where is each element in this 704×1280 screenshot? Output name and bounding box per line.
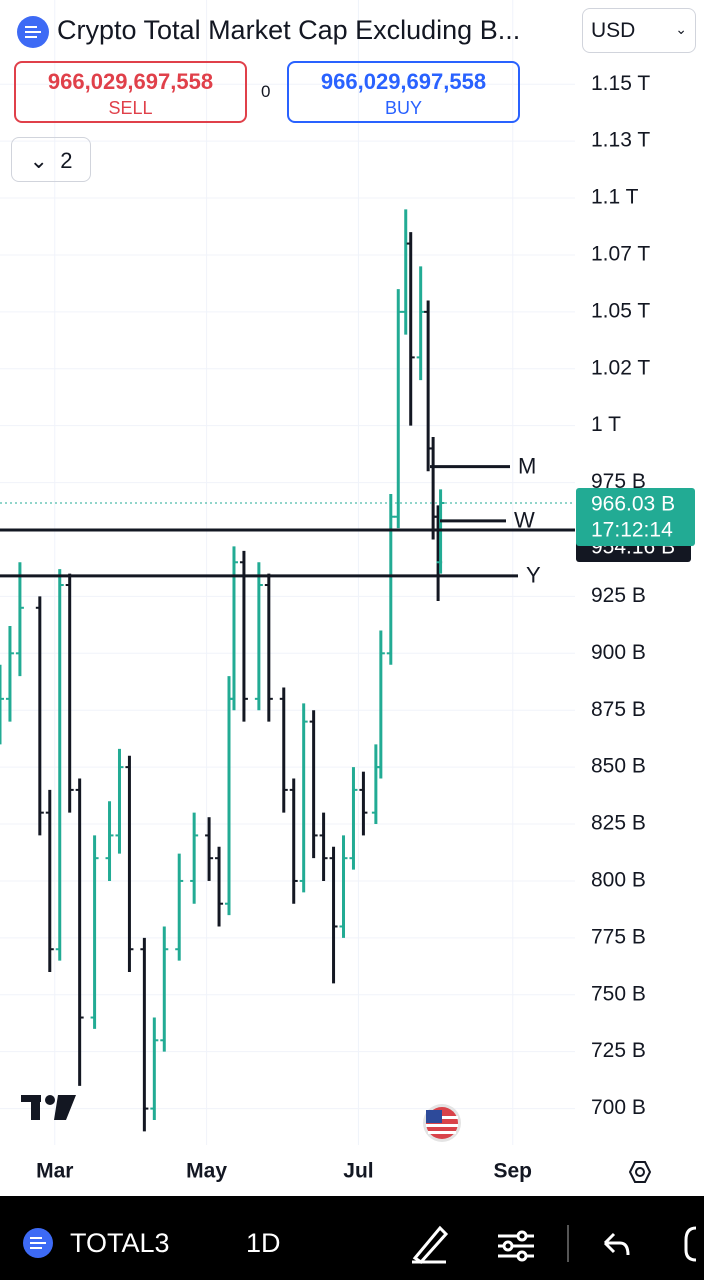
- draw-button[interactable]: [412, 1225, 449, 1264]
- last-price-tag: [576, 488, 695, 547]
- y-tick-label: 1.13 T: [591, 129, 650, 152]
- interval[interactable]: 1D: [246, 1228, 281, 1258]
- x-tick-label: May: [186, 1160, 227, 1183]
- x-tick-label: Jul: [343, 1160, 373, 1183]
- more-button[interactable]: [684, 1226, 697, 1262]
- y-tick-label: 900 B: [591, 641, 646, 664]
- buy-price: 966,029,697,558: [320, 69, 487, 94]
- flag-icon: [423, 1104, 461, 1142]
- sell-button[interactable]: 966,029,697,558 SELL: [14, 61, 247, 123]
- buy-button[interactable]: 966,029,697,558 BUY: [287, 61, 520, 123]
- y-tick-label: 1 T: [591, 413, 621, 436]
- y-tick-label: 825 B: [591, 812, 646, 835]
- countdown: 17:12:14: [591, 519, 673, 542]
- y-tick-label: 850 B: [591, 755, 646, 778]
- y-tick-label: 725 B: [591, 1039, 646, 1062]
- y-tick-label: 1.05 T: [591, 299, 650, 322]
- y-tick-label: 925 B: [591, 584, 646, 607]
- level-label: Y: [526, 563, 541, 588]
- spread: 0: [261, 82, 271, 101]
- y-tick-label: 875 B: [591, 698, 646, 721]
- buy-label: BUY: [384, 98, 422, 118]
- level-label: W: [514, 508, 535, 533]
- sell-label: SELL: [108, 98, 153, 118]
- tv-logo: [21, 1095, 76, 1120]
- y-tick-label: 1.15 T: [591, 72, 650, 95]
- last-price-label: 966.03 B: [591, 493, 675, 516]
- indicator-toggle[interactable]: ⌄ 2: [11, 137, 91, 182]
- currency-select[interactable]: USD ⌄: [582, 8, 696, 53]
- x-tick-label: Sep: [494, 1160, 533, 1183]
- y-tick-label: 1.02 T: [591, 356, 650, 379]
- currency: USD: [591, 19, 636, 42]
- y-tick-label: 1.1 T: [591, 186, 639, 209]
- y-tick-label: 1.07 T: [591, 242, 650, 265]
- y-tick-label: 700 B: [591, 1096, 646, 1119]
- y-tick-label: 775 B: [591, 925, 646, 948]
- y-tick-label: 975 B: [591, 470, 646, 493]
- undo-button[interactable]: [603, 1232, 630, 1256]
- y-tick-label: 800 B: [591, 868, 646, 891]
- indicator-count: 2: [60, 148, 73, 173]
- symbol[interactable]: TOTAL3: [70, 1228, 170, 1258]
- toolbar: [0, 1196, 704, 1280]
- settings-icon[interactable]: [628, 1161, 652, 1183]
- title-icon: [17, 16, 49, 48]
- title: Crypto Total Market Cap Excluding B...: [57, 15, 520, 45]
- indicator-button[interactable]: [498, 1230, 534, 1262]
- y-tick-label: 750 B: [591, 982, 646, 1005]
- sell-price: 966,029,697,558: [47, 69, 214, 94]
- symbol-icon[interactable]: [23, 1228, 53, 1258]
- x-tick-label: Mar: [36, 1160, 73, 1183]
- chevron: ⌄: [675, 21, 687, 37]
- level-label: M: [518, 453, 536, 478]
